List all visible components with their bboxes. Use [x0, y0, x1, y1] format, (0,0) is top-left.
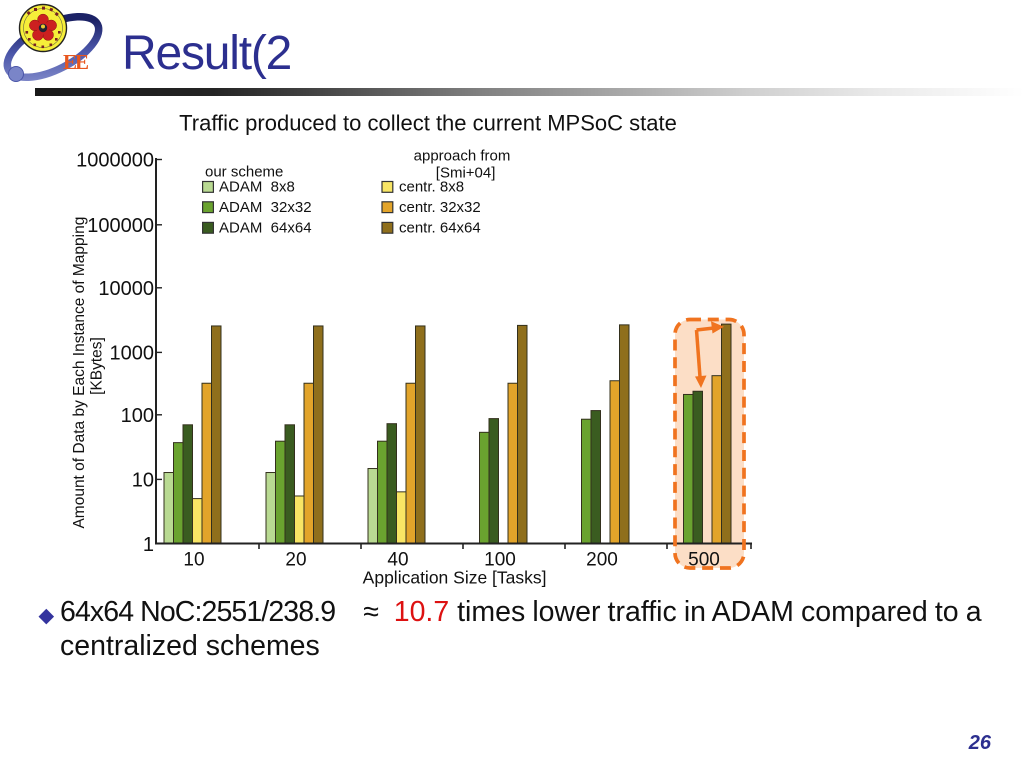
svg-text:1: 1	[143, 534, 154, 556]
svg-text:1000: 1000	[110, 343, 155, 365]
svg-text:10: 10	[132, 470, 154, 492]
svg-text:approach from: approach from	[414, 148, 511, 165]
svg-text:[KBytes]: [KBytes]	[89, 337, 106, 395]
svg-text:centr. 64x64: centr. 64x64	[399, 219, 481, 236]
svg-text:100: 100	[121, 405, 154, 427]
svg-text:Amount of Data by Each Instanc: Amount of Data by Each Instance of Mappi…	[71, 217, 88, 529]
svg-text:40: 40	[387, 550, 408, 571]
svg-text:1000000: 1000000	[76, 149, 154, 171]
svg-text:200: 200	[586, 550, 618, 571]
svg-text:centr. 8x8: centr. 8x8	[399, 179, 464, 196]
svg-text:Traffic produced to collect th: Traffic produced to collect the current …	[179, 111, 677, 136]
svg-text:ADAM 8x8: ADAM 8x8	[219, 179, 295, 196]
svg-text:10000: 10000	[98, 278, 154, 300]
svg-text:EE: EE	[63, 50, 88, 74]
svg-text:100: 100	[484, 550, 516, 571]
svg-text:ADAM 64x64: ADAM 64x64	[219, 219, 312, 236]
svg-text:ADAM 32x32: ADAM 32x32	[219, 199, 312, 216]
svg-text:20: 20	[285, 550, 306, 571]
svg-text:centr. 32x32: centr. 32x32	[399, 199, 481, 216]
svg-text:10: 10	[183, 550, 204, 571]
svg-text:100000: 100000	[87, 215, 154, 237]
svg-text:500: 500	[688, 550, 720, 571]
svg-text:[Smi+04]: [Smi+04]	[436, 165, 496, 182]
svg-text:Application Size [Tasks]: Application Size [Tasks]	[363, 568, 547, 588]
svg-text:our scheme: our scheme	[205, 164, 283, 181]
